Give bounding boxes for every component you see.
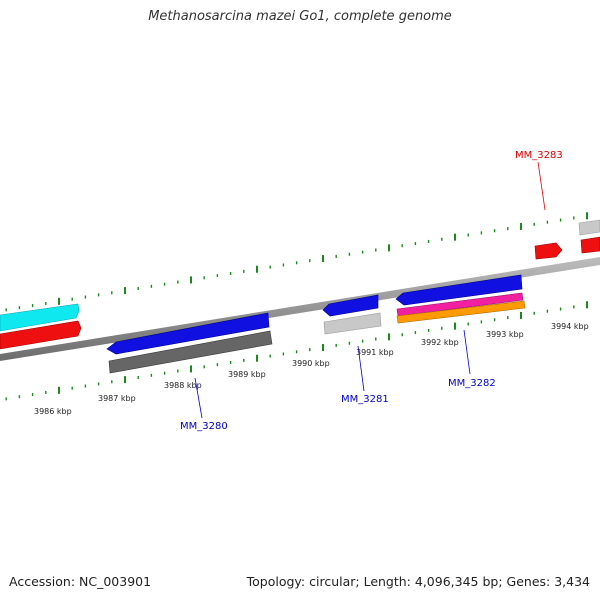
tick-label: 3987 kbp: [98, 394, 136, 403]
leader-mm3280: [194, 377, 203, 419]
gene-label-mm3280[interactable]: MM_3280: [180, 421, 228, 432]
gene-label-mm3283[interactable]: MM_3283: [515, 150, 563, 161]
outer-tick-track: [5, 212, 588, 312]
tick-label: 3991 kbp: [356, 348, 394, 357]
feature-red-left[interactable]: [0, 320, 82, 350]
tick-label: 3994 kbp: [551, 322, 589, 331]
inner-tick-track: [5, 301, 588, 401]
tick-label: 3990 kbp: [292, 359, 330, 368]
feature-gray-mm3280[interactable]: [108, 330, 273, 374]
leader-mm3281: [357, 345, 365, 392]
map-title: Methanosarcina mazei Go1, complete genom…: [148, 9, 452, 24]
tick-label: 3988 kbp: [164, 381, 202, 390]
gene-label-mm3282[interactable]: MM_3282: [448, 378, 496, 389]
leader-mm3283: [537, 161, 546, 211]
gene-label-mm3281[interactable]: MM_3281: [341, 394, 389, 405]
feature-lightgray-mm3281[interactable]: [323, 312, 382, 335]
genome-backbone: [0, 257, 600, 361]
tick-label: 3986 kbp: [34, 407, 72, 416]
cds-mm3282[interactable]: [395, 274, 523, 306]
feature-red-right[interactable]: [580, 236, 600, 254]
tick-label: 3989 kbp: [228, 370, 266, 379]
feature-cyan-left[interactable]: [0, 303, 80, 332]
accession-text: Accession: NC_003901: [9, 574, 152, 589]
cds-mm3280[interactable]: [106, 312, 270, 355]
cds-mm3283[interactable]: [534, 242, 563, 260]
tick-labels: 3986 kbp 3987 kbp 3988 kbp 3989 kbp 3990 kbp…: [34, 322, 589, 416]
feature-lightgray-right[interactable]: [578, 219, 600, 236]
feature-magenta-mm3282[interactable]: [396, 292, 524, 317]
genome-summary-text: Topology: circular; Length: 4,096,345 bp…: [246, 574, 590, 589]
leader-mm3282: [463, 329, 471, 375]
cds-mm3281[interactable]: [322, 294, 379, 317]
feature-orange-mm3282[interactable]: [396, 300, 526, 324]
tick-label: 3992 kbp: [421, 338, 459, 347]
tick-label: 3993 kbp: [486, 330, 524, 339]
